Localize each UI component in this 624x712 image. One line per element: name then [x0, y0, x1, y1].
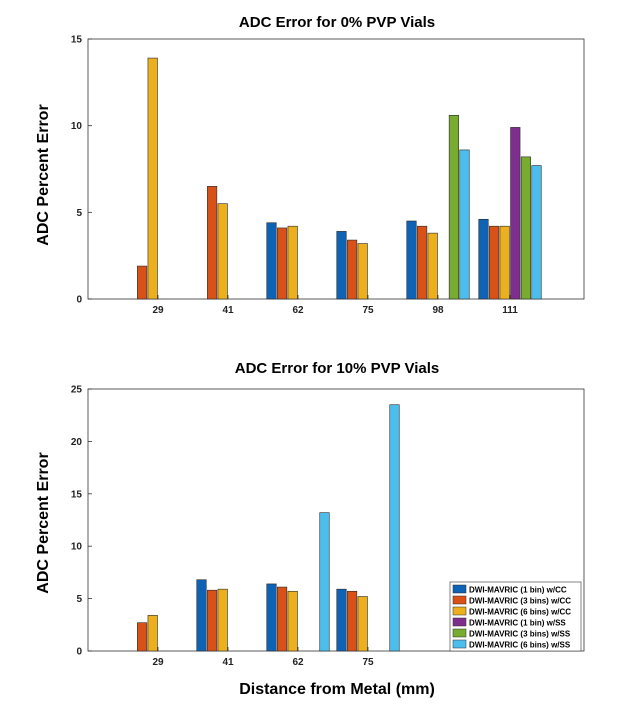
- chart-0pct-pvp: ADC Error for 0% PVP Vials ADC Percent E…: [35, 14, 585, 316]
- plot-area: [87, 38, 585, 300]
- x-axis-label: Distance from Metal (mm): [239, 681, 435, 698]
- legend-entry: DWI-MAVRIC (3 bins) w/CC: [469, 597, 571, 606]
- y-axis-label: ADC Percent Error: [35, 452, 52, 593]
- bar: [217, 588, 228, 652]
- bar: [427, 232, 438, 300]
- x-ticks: 29 41 62 75: [152, 647, 374, 668]
- bar: [459, 149, 470, 300]
- bar: [287, 590, 298, 652]
- legend-entry: DWI-MAVRIC (1 bin) w/CC: [469, 586, 567, 595]
- x-tick-label: 41: [222, 305, 234, 316]
- legend-swatch: [452, 628, 467, 638]
- legend: DWI-MAVRIC (1 bin) w/CC DWI-MAVRIC (3 bin…: [449, 581, 582, 652]
- y-tick-label: 0: [76, 647, 82, 658]
- legend-swatch: [452, 584, 467, 594]
- x-tick-label: 29: [152, 305, 164, 316]
- legend-swatch: [452, 595, 467, 605]
- bar: [357, 596, 368, 652]
- bar: [336, 231, 347, 300]
- y-tick-label: 5: [76, 208, 82, 219]
- y-ticks: 0 5 10 15: [71, 35, 92, 306]
- bar: [347, 590, 358, 652]
- plot-area: [87, 388, 585, 652]
- bar: [266, 222, 277, 300]
- legend-box: [449, 581, 582, 652]
- bar: [417, 225, 428, 300]
- bar: [319, 512, 330, 652]
- bar: [499, 225, 510, 300]
- y-tick-label: 15: [71, 489, 83, 500]
- bar: [336, 588, 347, 652]
- y-ticks: 0 5 10 15 20 25: [71, 385, 92, 658]
- y-tick-label: 25: [71, 385, 83, 396]
- chart-10pct-pvp: ADC Error for 10% PVP Vials ADC Percent …: [35, 360, 585, 668]
- bar: [389, 404, 400, 652]
- bar: [147, 615, 158, 652]
- y-tick-label: 10: [71, 542, 83, 553]
- bar: [266, 583, 277, 652]
- legend-swatch: [452, 617, 467, 627]
- bar: [137, 622, 148, 652]
- bar: [357, 243, 368, 300]
- bar: [207, 186, 218, 300]
- bar: [406, 220, 417, 300]
- x-tick-label: 75: [362, 305, 374, 316]
- x-tick-label: 41: [222, 657, 234, 668]
- bar: [277, 586, 288, 652]
- x-tick-label: 111: [502, 305, 518, 316]
- y-tick-label: 5: [76, 594, 82, 605]
- legend-swatch: [452, 639, 467, 649]
- x-tick-label: 29: [152, 657, 164, 668]
- x-tick-label: 75: [362, 657, 374, 668]
- y-tick-label: 20: [71, 437, 83, 448]
- legend-entry: DWI-MAVRIC (3 bins) w/SS: [469, 630, 571, 639]
- bar: [137, 265, 148, 300]
- x-tick-label: 62: [292, 305, 304, 316]
- y-tick-label: 15: [71, 35, 83, 46]
- bar: [510, 127, 521, 300]
- bars: [137, 404, 400, 652]
- y-tick-label: 0: [76, 295, 82, 306]
- legend-entry: DWI-MAVRIC (1 bin) w/SS: [469, 619, 566, 628]
- x-ticks: 29 41 62 75 98 111: [152, 295, 518, 316]
- bar: [489, 225, 500, 300]
- chart-title: ADC Error for 10% PVP Vials: [235, 360, 440, 377]
- bar: [147, 57, 158, 300]
- chart-title: ADC Error for 0% PVP Vials: [239, 14, 435, 31]
- legend-entry: DWI-MAVRIC (6 bins) w/SS: [469, 641, 571, 650]
- bar: [196, 579, 207, 652]
- y-tick-label: 10: [71, 121, 83, 132]
- bar: [217, 203, 228, 300]
- legend-entry: DWI-MAVRIC (6 bins) w/CC: [469, 608, 571, 617]
- y-axis-label: ADC Percent Error: [35, 104, 52, 245]
- bar: [520, 156, 531, 300]
- bar: [287, 225, 298, 300]
- bar: [277, 227, 288, 300]
- bars: [137, 57, 542, 300]
- x-tick-label: 98: [432, 305, 444, 316]
- bar: [207, 589, 218, 652]
- bar: [478, 218, 489, 300]
- bar: [531, 165, 542, 300]
- bar: [448, 114, 459, 300]
- legend-swatch: [452, 606, 467, 616]
- bar: [347, 239, 358, 300]
- x-tick-label: 62: [292, 657, 304, 668]
